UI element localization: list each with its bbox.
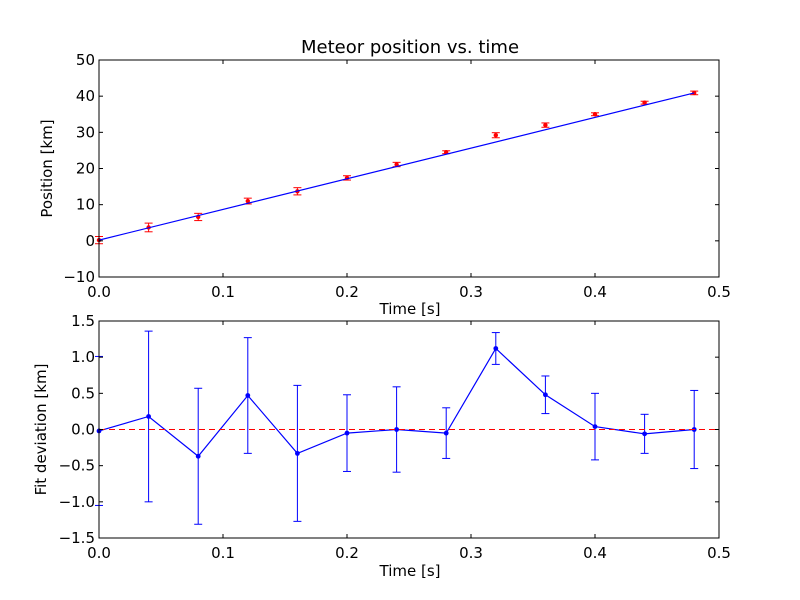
deviation-xtick-label: 0.1 [211, 544, 235, 562]
position-plot-axes: 0.0 0.1 0.2 0.3 0.4 0.5 −10 0 10 20 30 40 50 [63, 51, 731, 301]
deviation-plot-frame [98, 320, 720, 539]
deviation-xtick-label: 0.0 [87, 544, 111, 562]
position-ytick-label: 40 [76, 87, 95, 105]
deviation-data-point [245, 393, 251, 398]
position-ytick-label: 10 [76, 196, 95, 214]
deviation-data-point [642, 431, 647, 437]
position-ytick-label: 50 [76, 51, 95, 69]
deviation-data-point [592, 424, 598, 430]
deviation-data-point [443, 430, 449, 436]
deviation-ytick-label: 1.0 [71, 348, 95, 366]
deviation-xtick-label: 0.5 [707, 544, 731, 562]
position-data-point [493, 133, 498, 138]
deviation-xtick-label: 0.4 [583, 544, 607, 562]
deviation-ytick-label: −0.5 [59, 457, 95, 475]
deviation-data-point [195, 453, 201, 459]
position-plot-frame [98, 59, 720, 278]
position-fit-line [98, 92, 695, 241]
position-data-point [642, 100, 647, 105]
deviation-ytick-label: 0.5 [71, 384, 95, 402]
position-plot-ylabel: Position [km] [38, 119, 56, 217]
position-plot-xlabel: Time [s] [379, 300, 441, 318]
deviation-xtick-label: 0.3 [459, 544, 483, 562]
position-plot-title: Meteor position vs. time [301, 37, 519, 58]
position-xtick-label: 0.0 [87, 283, 111, 301]
deviation-ytick-label: −1.0 [59, 493, 95, 511]
deviation-data-point [344, 430, 350, 436]
position-xtick-label: 0.1 [211, 283, 235, 301]
position-ytick-label: 30 [76, 123, 95, 141]
deviation-data-point [543, 392, 548, 398]
deviation-data-point [295, 450, 300, 456]
position-xtick-label: 0.3 [459, 283, 483, 301]
deviation-ytick-label: 1.5 [71, 312, 95, 330]
deviation-ytick-label: −1.5 [59, 529, 95, 547]
deviation-plot-axes: 0.0 0.1 0.2 0.3 0.4 0.5 −1.5 −1.0 −0.5 0.0 0.5 1.0 1… [59, 312, 731, 562]
deviation-data-point [493, 346, 499, 351]
deviation-data-point [146, 414, 152, 419]
deviation-plot-panel: 0.0 0.1 0.2 0.3 0.4 0.5 −1.5 −1.0 −0.5 0.0 0.5 1.0 1… [32, 312, 731, 580]
position-data-point [543, 122, 548, 128]
position-plot-panel: Meteor position vs. time 0.0 0.1 0.2 0.3 0.4… [38, 37, 731, 318]
position-data-point [245, 198, 250, 204]
deviation-plot-xlabel: Time [s] [379, 562, 441, 580]
position-data-point [592, 112, 598, 117]
deviation-xtick-label: 0.2 [335, 544, 359, 562]
position-xtick-label: 0.2 [335, 283, 359, 301]
position-ytick-label: −10 [63, 268, 95, 286]
position-ytick-label: 20 [76, 160, 95, 178]
position-xtick-label: 0.5 [707, 283, 731, 301]
position-data-point [444, 150, 449, 155]
position-ytick-label: 0 [85, 232, 95, 250]
deviation-plot-ylabel: Fit deviation [km] [32, 364, 50, 496]
deviation-ytick-label: 0.0 [71, 421, 95, 439]
deviation-data-point [394, 427, 399, 432]
position-xtick-label: 0.4 [583, 283, 607, 301]
